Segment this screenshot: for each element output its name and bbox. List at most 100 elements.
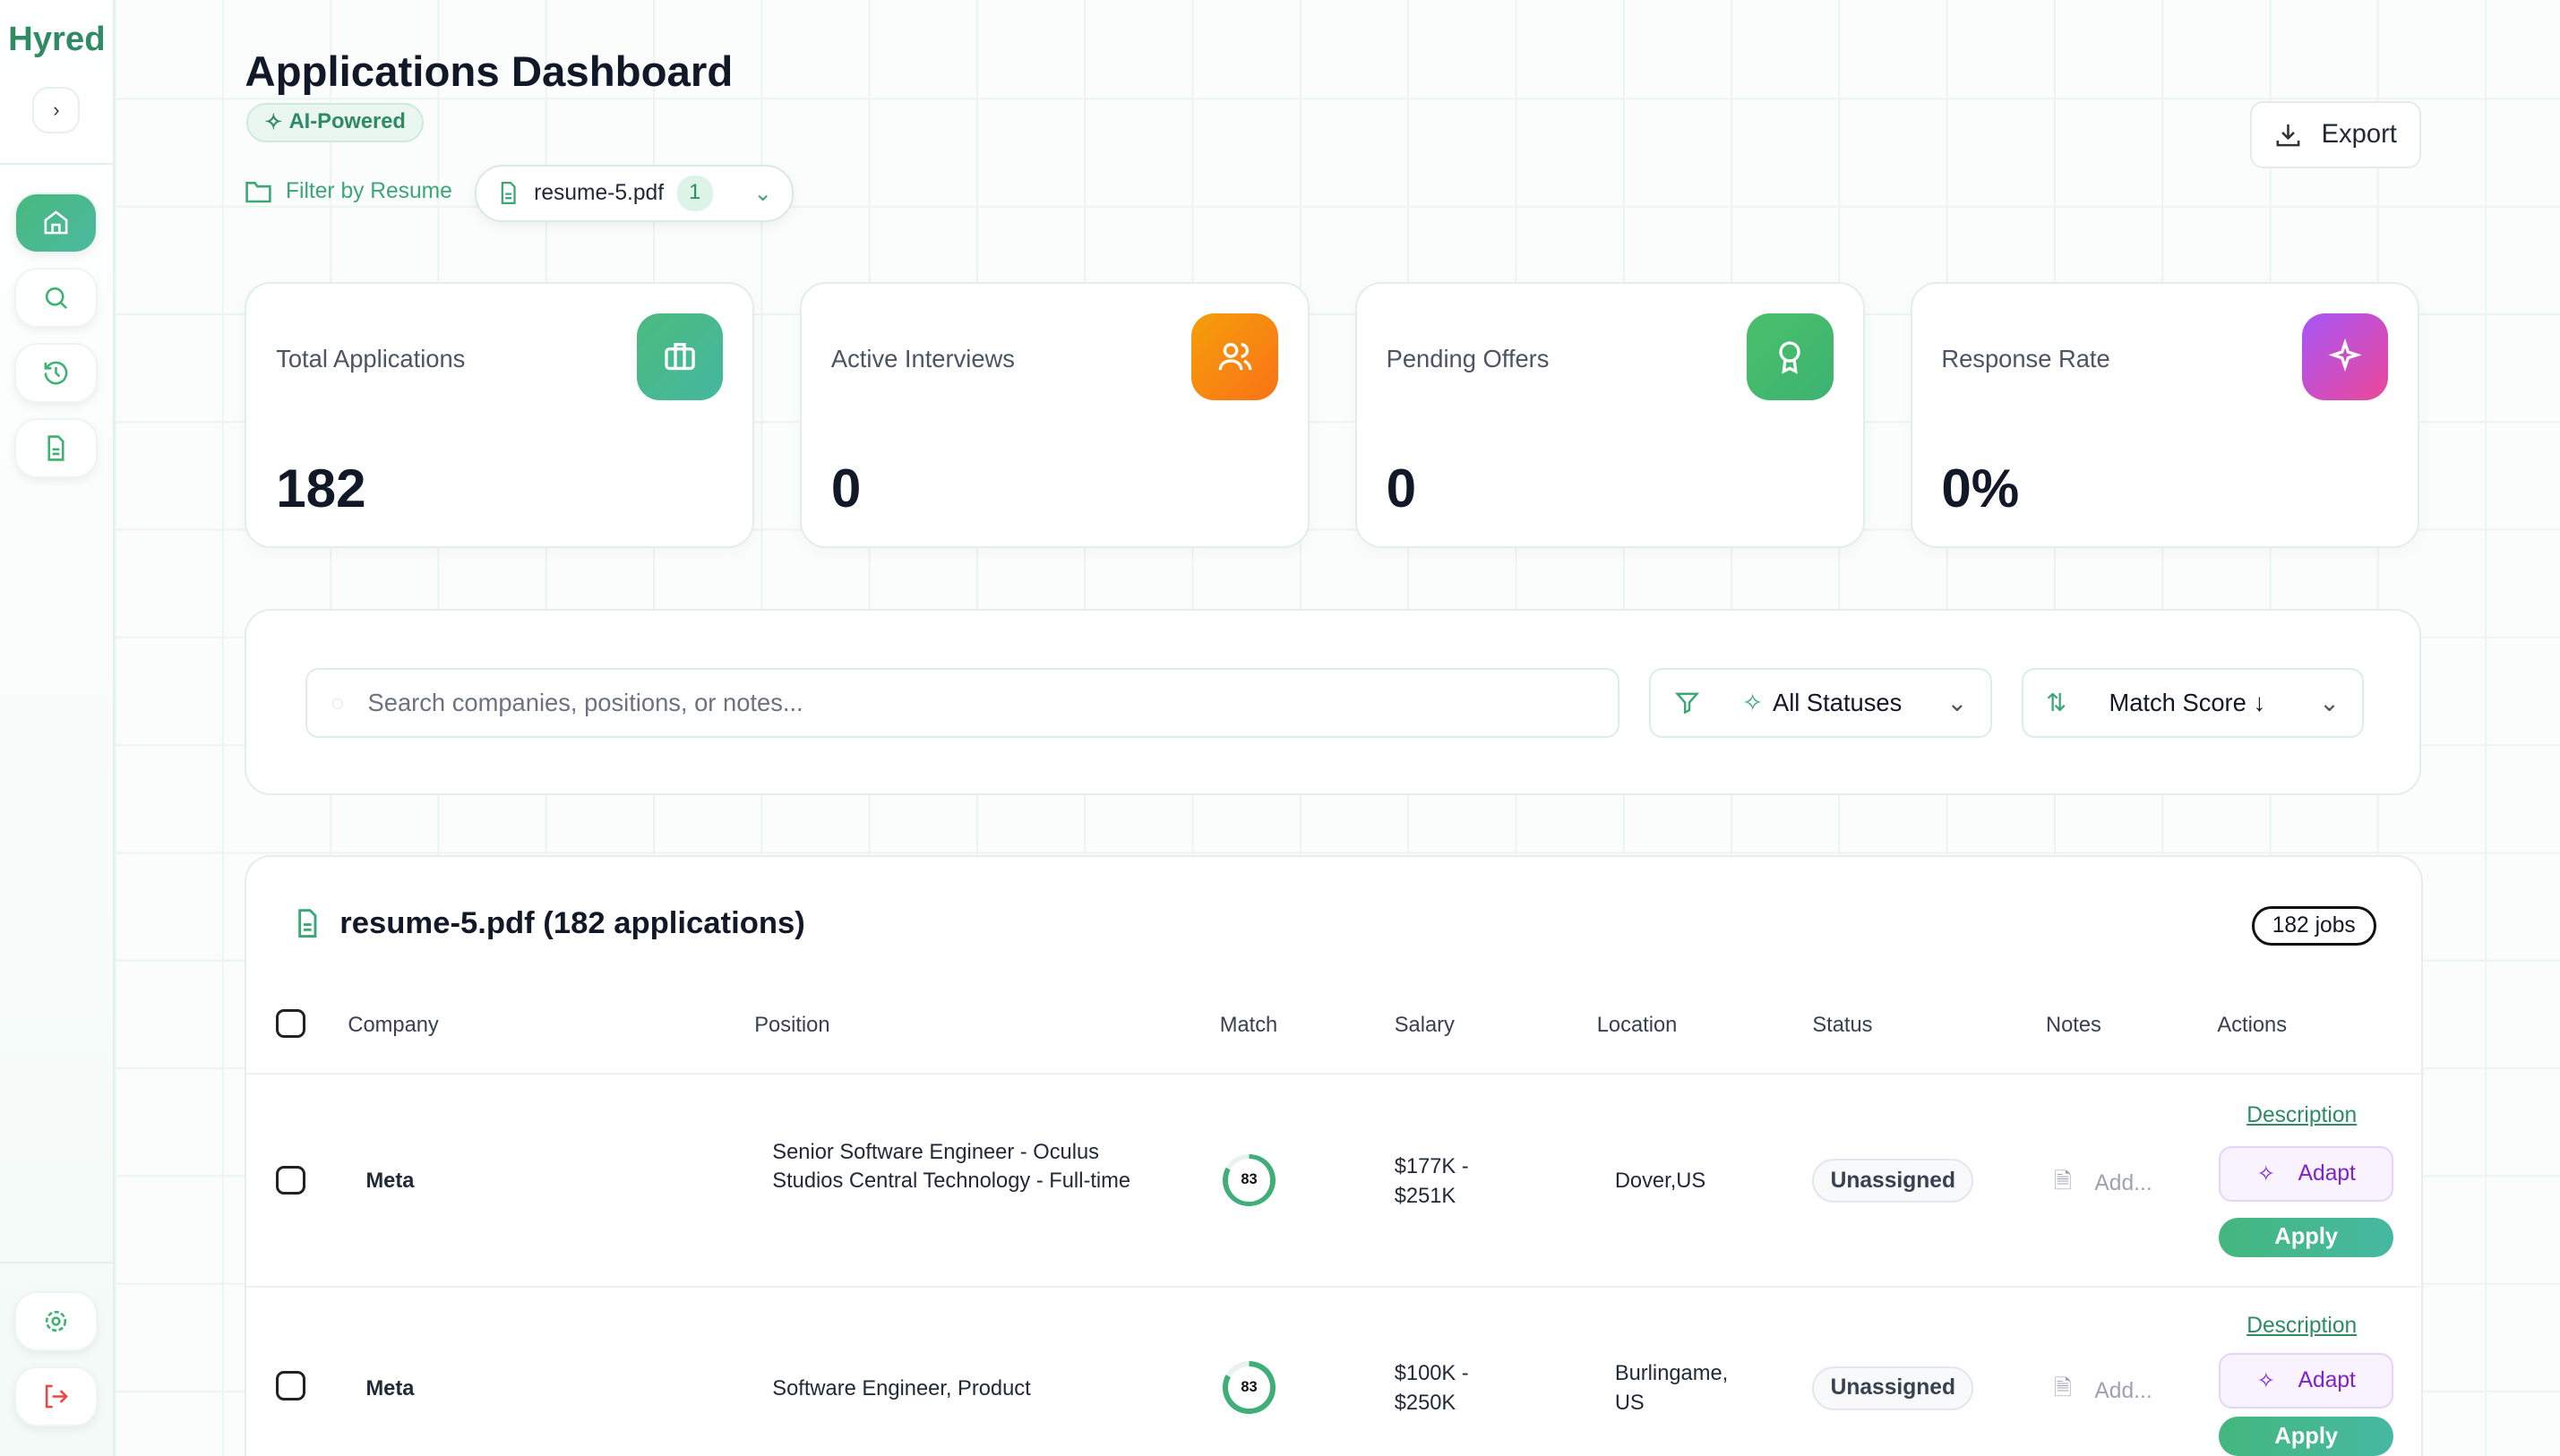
company: Meta [365, 1169, 415, 1194]
description-link[interactable]: Description [2246, 1314, 2358, 1339]
resume-count: 1 [676, 175, 713, 212]
filter-icon [1674, 692, 1699, 715]
status-badge[interactable]: Unassigned [1812, 1159, 1974, 1203]
selected-resume: resume-5.pdf [534, 180, 665, 205]
resume-select[interactable]: resume-5.pdf 1 ⌄ [475, 165, 794, 222]
sidebar-item-history[interactable] [14, 342, 99, 404]
match-score: 83 [1227, 1159, 1271, 1202]
filter-panel: ○ Search companies, positions, or notes..… [245, 608, 2422, 795]
history-icon [44, 361, 68, 385]
divider [246, 1072, 2425, 1075]
search-icon [46, 287, 68, 310]
divider [0, 1261, 115, 1263]
settings-button[interactable] [14, 1290, 99, 1352]
stat-label: Response Rate [1941, 344, 2110, 373]
folder-icon [245, 181, 272, 203]
page-title: Applications Dashboard [245, 47, 734, 96]
match-score: 83 [1227, 1366, 1271, 1409]
match-score-ring: 83 [1223, 1153, 1276, 1207]
logout-button[interactable] [14, 1366, 99, 1427]
sidebar-item-search[interactable] [14, 267, 99, 329]
logo: Hyred [8, 19, 106, 58]
status-filter-value: All Statuses [1772, 688, 1903, 716]
adapt-button[interactable]: ✧ Adapt [2219, 1145, 2394, 1202]
location: Burlingame, US [1614, 1362, 1729, 1416]
filter-label-text: Filter by Resume [285, 179, 452, 204]
column-header-notes[interactable]: Notes [2046, 1014, 2101, 1038]
status-filter-select[interactable]: ✧ All Statuses ⌄ [1649, 667, 1992, 739]
stat-value: 0 [830, 458, 862, 518]
column-header-salary[interactable]: Salary [1394, 1014, 1455, 1038]
apply-button[interactable]: Apply [2219, 1417, 2394, 1456]
export-button[interactable]: Export [2249, 101, 2422, 168]
column-header-company[interactable]: Company [348, 1014, 439, 1038]
document-icon [501, 182, 516, 205]
adapt-label: Adapt [2298, 1368, 2356, 1393]
briefcase-icon [636, 313, 724, 400]
sparkle-icon: ✧ [2256, 1369, 2276, 1394]
users-icon [1191, 313, 1278, 400]
column-header-position[interactable]: Position [754, 1014, 830, 1038]
column-header-status[interactable]: Status [1812, 1014, 1873, 1038]
chevron-down-icon: ⌄ [2319, 688, 2340, 716]
sidebar: Hyred › [0, 0, 115, 1456]
search-icon: ○ [330, 688, 346, 716]
sidebar-item-documents[interactable] [14, 417, 99, 479]
note-icon: 🗎 [2054, 1169, 2072, 1194]
award-icon [1747, 313, 1834, 400]
salary: $100K - $250K [1394, 1362, 1469, 1416]
expand-sidebar-button[interactable]: › [32, 86, 81, 134]
stat-value: 0% [1941, 458, 2020, 518]
sparkle-icon: ✧ [264, 111, 283, 135]
applications-table: resume-5.pdf (182 applications) 182 jobs… [245, 855, 2425, 1456]
match-score-ring: 83 [1223, 1361, 1276, 1414]
stat-card-pending-offers: Pending Offers 0 [1354, 282, 1865, 549]
sparkle-icon: ✧ [1742, 688, 1764, 716]
row-checkbox[interactable] [276, 1165, 305, 1195]
logout-icon [46, 1384, 69, 1409]
column-header-match[interactable]: Match [1219, 1014, 1278, 1038]
stat-value: 182 [276, 458, 366, 518]
sparkle-icon [2301, 313, 2389, 400]
notes-placeholder: Add... [2094, 1378, 2152, 1403]
stat-label: Total Applications [276, 344, 466, 373]
document-icon [47, 435, 64, 461]
divider [0, 163, 115, 166]
notes-field[interactable]: 🗎 Add... [2054, 1166, 2152, 1203]
column-header-actions: Actions [2217, 1014, 2288, 1038]
apply-button[interactable]: Apply [2219, 1217, 2394, 1257]
filter-by-resume-label: Filter by Resume [245, 179, 452, 204]
select-all-checkbox[interactable] [276, 1008, 305, 1039]
salary: $177K - $251K [1394, 1155, 1469, 1208]
divider [246, 1286, 2425, 1289]
badge-label: AI-Powered [288, 110, 406, 134]
position: Senior Software Engineer - Oculus Studio… [772, 1140, 1131, 1194]
home-icon [44, 210, 68, 235]
adapt-label: Adapt [2298, 1161, 2356, 1186]
table-title: resume-5.pdf (182 applications) [292, 906, 805, 941]
notes-placeholder: Add... [2094, 1171, 2152, 1196]
column-header-location[interactable]: Location [1596, 1014, 1678, 1038]
search-placeholder: Search companies, positions, or notes... [367, 688, 803, 716]
stat-label: Pending Offers [1386, 344, 1550, 373]
export-label: Export [2321, 119, 2397, 149]
stat-card-total-applications: Total Applications 182 [245, 282, 755, 549]
sparkle-icon: ✧ [2256, 1161, 2276, 1186]
sort-icon: ⇅ [2046, 688, 2067, 716]
position: Software Engineer, Product [772, 1376, 1031, 1400]
location: Dover,US [1614, 1169, 1706, 1194]
search-input[interactable]: ○ Search companies, positions, or notes..… [305, 667, 1620, 739]
sort-value: Match Score ↓ [2109, 688, 2266, 716]
notes-field[interactable]: 🗎 Add... [2054, 1373, 2152, 1409]
sidebar-item-home[interactable] [14, 193, 99, 253]
stat-value: 0 [1386, 458, 1417, 518]
description-link[interactable]: Description [2246, 1103, 2358, 1128]
row-checkbox[interactable] [276, 1371, 305, 1401]
company: Meta [365, 1376, 415, 1400]
status-badge[interactable]: Unassigned [1812, 1366, 1974, 1410]
stat-card-response-rate: Response Rate 0% [1910, 282, 2420, 549]
chevron-right-icon: › [53, 98, 60, 122]
document-icon [298, 909, 317, 938]
sort-select[interactable]: ⇅ Match Score ↓ ⌄ [2021, 667, 2365, 739]
adapt-button[interactable]: ✧ Adapt [2219, 1353, 2394, 1409]
